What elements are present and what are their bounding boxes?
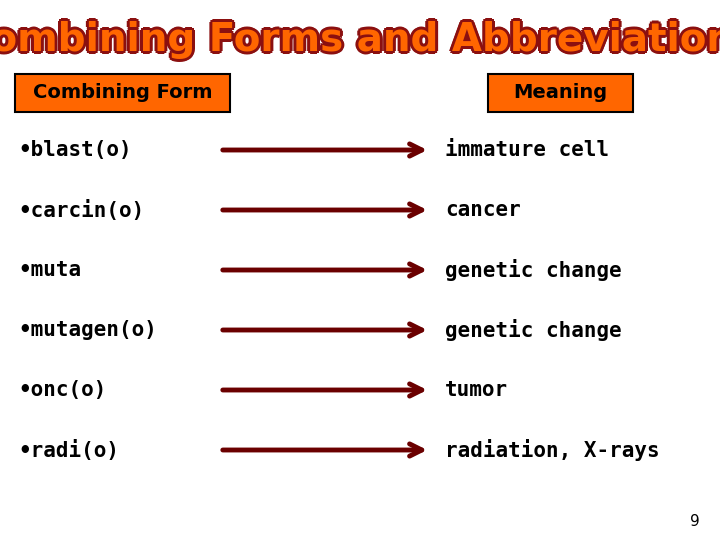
Text: Combining Forms and Abbreviations: Combining Forms and Abbreviations (0, 18, 720, 56)
Text: Meaning: Meaning (513, 84, 608, 103)
Text: Combining Forms and Abbreviations: Combining Forms and Abbreviations (0, 19, 720, 57)
Text: •muta: •muta (18, 260, 81, 280)
Text: Combining Forms and Abbreviations: Combining Forms and Abbreviations (0, 23, 720, 61)
Text: Combining Forms and Abbreviations: Combining Forms and Abbreviations (0, 24, 720, 62)
FancyBboxPatch shape (15, 74, 230, 112)
Text: Combining Forms and Abbreviations: Combining Forms and Abbreviations (0, 19, 720, 57)
Text: cancer: cancer (445, 200, 521, 220)
Text: Combining Form: Combining Form (32, 84, 212, 103)
Text: •radi(o): •radi(o) (18, 440, 119, 461)
Text: •mutagen(o): •mutagen(o) (18, 320, 157, 340)
Text: Combining Forms and Abbreviations: Combining Forms and Abbreviations (0, 23, 720, 61)
Text: immature cell: immature cell (445, 140, 609, 160)
Text: genetic change: genetic change (445, 259, 622, 281)
Text: •carcin(o): •carcin(o) (18, 199, 144, 220)
Text: Combining Forms and Abbreviations: Combining Forms and Abbreviations (0, 21, 720, 59)
Text: tumor: tumor (445, 380, 508, 400)
Text: Combining Forms and Abbreviations: Combining Forms and Abbreviations (0, 21, 720, 59)
Text: radiation, X-rays: radiation, X-rays (445, 439, 660, 461)
Text: genetic change: genetic change (445, 319, 622, 341)
Text: 9: 9 (690, 515, 700, 530)
Text: Combining Forms and Abbreviations: Combining Forms and Abbreviations (0, 21, 720, 59)
FancyBboxPatch shape (488, 74, 633, 112)
Text: •onc(o): •onc(o) (18, 380, 107, 400)
Text: •blast(o): •blast(o) (18, 140, 132, 160)
